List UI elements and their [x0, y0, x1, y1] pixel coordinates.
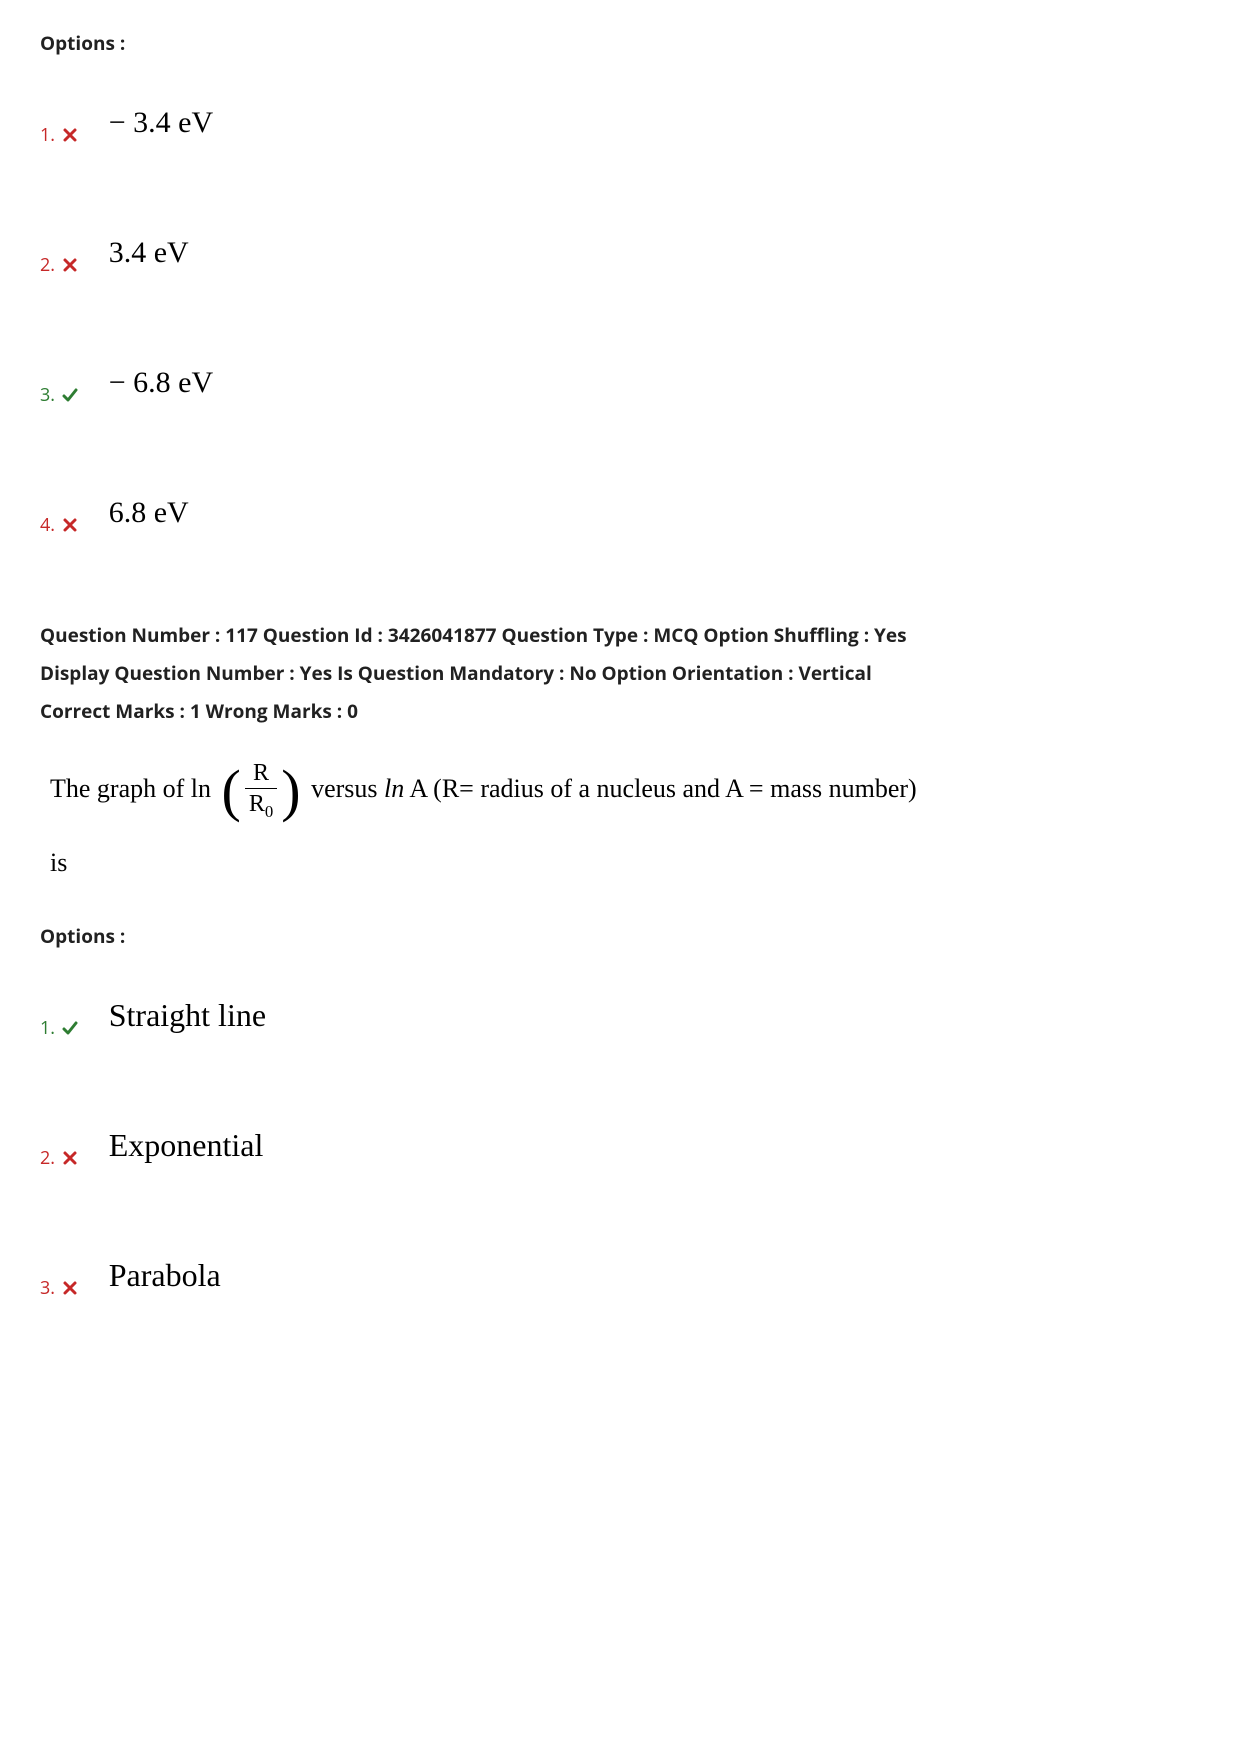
- right-paren-icon: ): [281, 768, 300, 814]
- cross-icon: [62, 1280, 78, 1296]
- options-label: Options :: [40, 923, 1200, 949]
- option-number: 1.: [40, 1019, 78, 1039]
- option-number-text: 2.: [40, 1146, 55, 1170]
- fraction-body: R R0: [245, 760, 277, 822]
- option-text: Exponential: [109, 1129, 264, 1169]
- page: Options : 1. − 3.4 eV 2. 3.4 eV 3. − 6.8…: [0, 0, 1240, 1399]
- option-number: 2.: [40, 1149, 78, 1169]
- question-text-prefix: The graph of ln: [50, 774, 211, 803]
- option-row: 1. Straight line: [40, 969, 1200, 1039]
- question-text-lnA: ln: [384, 774, 404, 803]
- cross-icon: [62, 127, 78, 143]
- option-number: 2.: [40, 256, 78, 276]
- option-row: 1. − 3.4 eV: [40, 76, 1200, 146]
- question-text-mid: versus: [311, 774, 384, 803]
- option-number-text: 1.: [40, 123, 55, 147]
- option-number-text: 3.: [40, 1276, 55, 1300]
- fraction-den-sub: 0: [265, 802, 273, 821]
- fraction-denominator: R0: [245, 788, 277, 821]
- option-row: 2. Exponential: [40, 1099, 1200, 1169]
- question-body: The graph of ln ( R R0 ) versus ln A (R=…: [50, 760, 1200, 883]
- cross-icon: [62, 517, 78, 533]
- option-text: 3.4 eV: [109, 238, 189, 276]
- option-number-text: 3.: [40, 383, 55, 407]
- fraction-den-r: R: [249, 791, 265, 817]
- question-meta: Question Number : 117 Question Id : 3426…: [40, 616, 1200, 730]
- option-number: 1.: [40, 126, 78, 146]
- fraction: ( R R0 ): [222, 760, 301, 822]
- check-icon: [62, 387, 78, 403]
- question-line-2: is: [50, 842, 1200, 884]
- option-number: 3.: [40, 1279, 78, 1299]
- meta-line: Display Question Number : Yes Is Questio…: [40, 654, 1200, 692]
- cross-icon: [62, 1150, 78, 1166]
- option-number-text: 4.: [40, 513, 55, 537]
- left-paren-icon: (: [222, 768, 241, 814]
- option-text: Parabola: [109, 1259, 221, 1299]
- option-row: 4. 6.8 eV: [40, 466, 1200, 536]
- meta-line: Correct Marks : 1 Wrong Marks : 0: [40, 692, 1200, 730]
- option-number-text: 2.: [40, 253, 55, 277]
- check-icon: [62, 1020, 78, 1036]
- option-row: 2. 3.4 eV: [40, 206, 1200, 276]
- cross-icon: [62, 257, 78, 273]
- question-text-a: A (R= radius of a nucleus and A = mass n…: [404, 774, 916, 803]
- fraction-numerator: R: [249, 760, 273, 788]
- options-label: Options :: [40, 30, 1200, 56]
- question-line-1: The graph of ln ( R R0 ) versus ln A (R=…: [50, 760, 1200, 822]
- option-row: 3. Parabola: [40, 1229, 1200, 1299]
- option-text: − 3.4 eV: [109, 108, 213, 146]
- option-row: 3. − 6.8 eV: [40, 336, 1200, 406]
- option-text: 6.8 eV: [109, 498, 189, 536]
- meta-line: Question Number : 117 Question Id : 3426…: [40, 616, 1200, 654]
- option-number: 4.: [40, 516, 78, 536]
- option-text: − 6.8 eV: [109, 368, 213, 406]
- option-number: 3.: [40, 386, 78, 406]
- option-number-text: 1.: [40, 1016, 55, 1040]
- option-text: Straight line: [109, 999, 266, 1039]
